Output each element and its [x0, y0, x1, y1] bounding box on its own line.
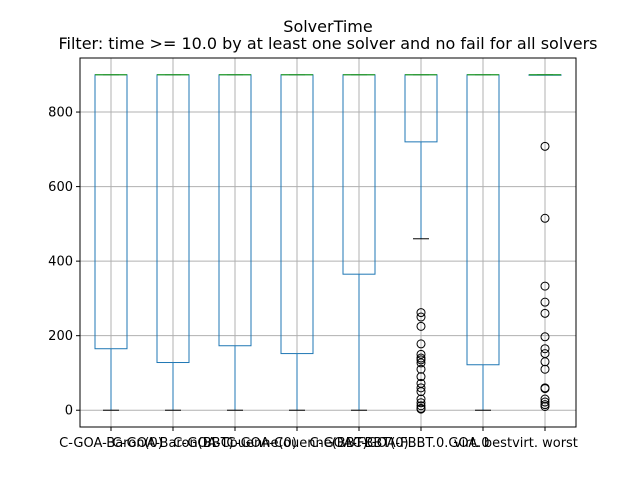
- outlier-point: [416, 387, 426, 397]
- outlier-point: [540, 281, 550, 291]
- y-tick-label: 0: [65, 404, 73, 419]
- box-4: [280, 74, 314, 411]
- x-tick-label: virt. worst: [512, 436, 578, 451]
- outlier-point: [416, 401, 426, 411]
- outlier-point: [540, 332, 550, 342]
- y-tick-label: 800: [48, 106, 73, 121]
- x-tick-label: C-GOA-FBBT(0): [309, 436, 408, 451]
- outlier-point: [540, 297, 550, 307]
- outlier-point: [416, 404, 426, 414]
- y-tick-label: 200: [48, 329, 73, 344]
- box-3: [218, 74, 252, 411]
- outlier-point: [416, 383, 426, 393]
- y-tick-label: 600: [48, 180, 73, 195]
- box-6: [404, 74, 438, 414]
- outlier-point: [416, 312, 426, 322]
- x-tick-label: virt. best: [454, 436, 512, 451]
- box-7: [466, 74, 500, 411]
- outlier-point: [540, 141, 550, 151]
- box-1: [94, 74, 128, 411]
- outlier-point: [416, 394, 426, 404]
- outlier-point: [540, 384, 550, 394]
- outlier-point: [416, 308, 426, 318]
- y-tick-label: 400: [48, 255, 73, 270]
- outlier-point: [540, 308, 550, 318]
- chart-subtitle: Filter: time >= 10.0 by at least one sol…: [58, 34, 597, 53]
- x-tick-label: C-GOA-Baron(0): [59, 436, 163, 451]
- box-series: [94, 74, 562, 414]
- outlier-point: [540, 357, 550, 367]
- box-2: [156, 74, 190, 411]
- outlier-point: [540, 394, 550, 404]
- axis-ticks: 0 200 400 600 800 C-GOA-Baron(0)C-GOA-Baron(B…: [48, 106, 578, 451]
- outlier-point: [416, 358, 426, 368]
- box-8: [528, 74, 562, 411]
- outlier-point: [540, 364, 550, 374]
- outlier-point: [416, 339, 426, 349]
- outlier-point: [416, 349, 426, 359]
- chart-title: SolverTime: [283, 17, 372, 36]
- outlier-point: [416, 398, 426, 408]
- x-tick-label: C-GOA-Couenne(0): [173, 436, 297, 451]
- outlier-point: [540, 402, 550, 411]
- outlier-point: [416, 321, 426, 331]
- x-tick-label: C-GOA-FBBT.0.GOA.0: [352, 436, 489, 451]
- x-tick-label: C-GOA-Couenne(BBT): [226, 436, 367, 451]
- outlier-point: [416, 355, 426, 365]
- outlier-point: [416, 364, 426, 374]
- outlier-point: [416, 372, 426, 382]
- outlier-point: [540, 213, 550, 223]
- box-5: [342, 74, 376, 411]
- x-tick-label: C-GOA-Baron(BBT): [112, 436, 233, 451]
- outlier-point: [540, 344, 550, 354]
- plot-frame: [79, 57, 577, 428]
- outlier-point: [540, 397, 550, 407]
